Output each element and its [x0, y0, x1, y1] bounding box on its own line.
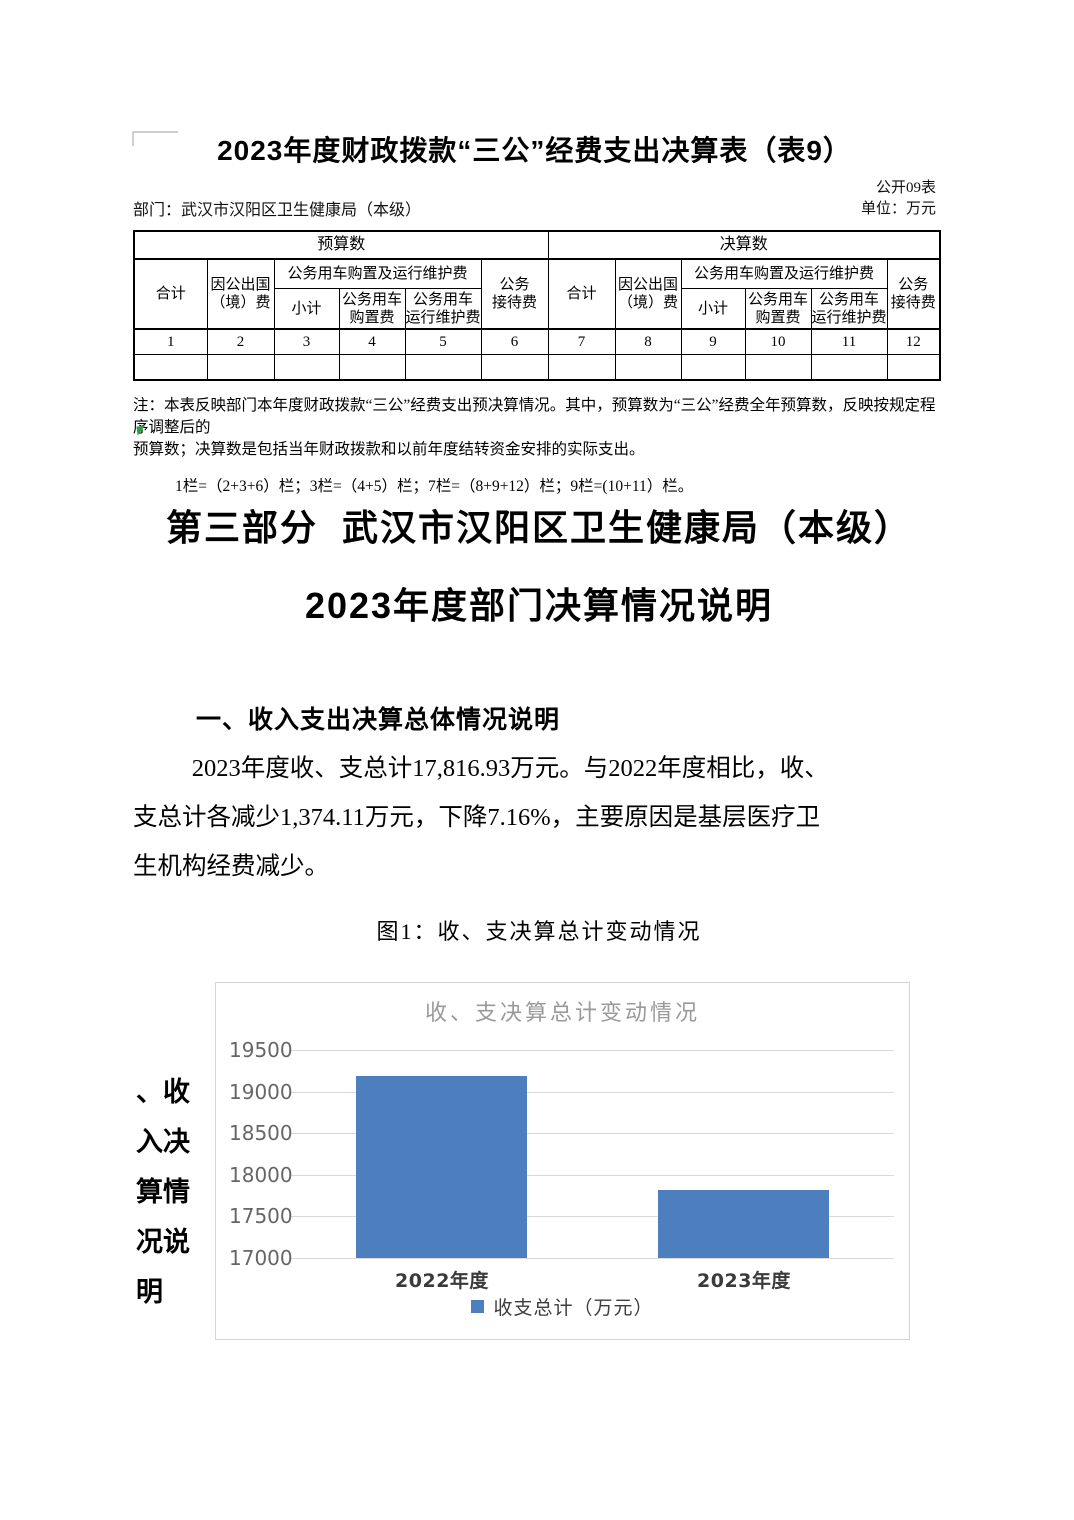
header-cell: 公务用车 运行维护费: [810, 288, 888, 330]
side-heading-line: 况说: [136, 1226, 190, 1257]
image-corner-line-v: [132, 131, 134, 146]
chart-bar: [356, 1076, 527, 1258]
column-number-cell: 11: [810, 328, 888, 355]
table-meta-right: 公开09表 单位：万元: [861, 178, 936, 220]
side-heading-line: 、收: [136, 1076, 190, 1107]
group-header-budget: 预算数: [133, 230, 549, 260]
column-number-cell: 4: [338, 328, 406, 355]
header-cell: 公务用车 购置费: [338, 288, 406, 330]
table-note: 注：本表反映部门本年度财政拨款“三公”经费支出预决算情况。其中，预算数为“三公”…: [133, 397, 936, 458]
x-axis-category-label: 2023年度: [697, 1270, 791, 1292]
legend-swatch-icon: [471, 1300, 485, 1313]
part-heading-line2: 2023年度部门决算情况说明: [304, 585, 774, 626]
header-cell: 因公出国 （境）费: [614, 258, 682, 330]
header-cell: 公务 接待费: [886, 258, 941, 330]
table-row: 预算数 决算数: [133, 230, 941, 260]
part-heading-line1: 第三部分 武汉市汉阳区卫生健康局（本级）: [165, 507, 912, 548]
figure1-chart: 收、支决算总计变动情况 19500 19000 18500 18000 17500 170…: [215, 982, 910, 1340]
sangong-budget-table: 预算数 决算数 合计 因公出国 （境）费 公务用车购置及运行维护费 公务 接待费…: [133, 230, 942, 381]
gridline: [291, 1216, 894, 1217]
empty-data-cell: [404, 354, 482, 381]
chart-title: 收、支决算总计变动情况: [424, 1000, 700, 1025]
empty-data-cell: [273, 354, 340, 381]
group-header-final: 决算数: [547, 230, 941, 260]
empty-data-cell: [680, 354, 746, 381]
legend-label: 收支总计（万元）: [493, 1298, 654, 1319]
table-code: 公开09表: [875, 180, 936, 196]
empty-data-cell: [810, 354, 888, 381]
column-number-cell: 3: [273, 328, 340, 355]
column-number-cell: 12: [886, 328, 941, 355]
y-axis-tick-label: 18500: [229, 1121, 293, 1145]
header-cell: 公务用车购置及运行维护费: [273, 258, 482, 289]
table-title: 2023年度财政拨款“三公”经费支出决算表（表9）: [217, 135, 852, 166]
green-marker-icon: [136, 425, 147, 436]
chart-legend: 收支总计（万元）: [216, 1293, 909, 1320]
column-number-cell: 1: [133, 328, 208, 355]
table-row: 1 2 3 4 5 6 7 8 9 10 11 12: [133, 328, 941, 355]
table-row: 小计 公务用车 购置费 公务用车 运行维护费 小计 公务用车 购置费 公务用车 …: [134, 288, 940, 330]
column-number-cell: 2: [206, 328, 275, 355]
header-cell: 合计: [133, 258, 208, 330]
y-axis-tick-label: 17000: [229, 1246, 293, 1270]
x-axis-category-label: 2022年度: [395, 1270, 489, 1292]
figure1-caption: 图1：收、支决算总计变动情况: [376, 919, 702, 944]
side-heading-line: 算情: [136, 1176, 190, 1207]
gridline: [291, 1050, 894, 1051]
table-row: 合计 因公出国 （境）费 公务用车购置及运行维护费 公务 接待费 合计 因公出国…: [133, 258, 941, 330]
empty-data-cell: [886, 354, 941, 381]
table-meta-row: 部门：武汉市汉阳区卫生健康局（本级） 公开09表 单位：万元: [133, 178, 936, 220]
department-label: 部门：武汉市汉阳区卫生健康局（本级）: [133, 202, 422, 219]
gridline: [291, 1133, 894, 1134]
y-axis-tick-label: 19000: [229, 1080, 293, 1104]
y-axis-tick-label: 17500: [229, 1204, 293, 1228]
image-corner-line-h: [132, 131, 178, 133]
summary-paragraph: 2023年度收、支总计17,816.93万元。与2022年度相比，收、 支总计各…: [133, 755, 829, 880]
column-number-cell: 5: [404, 328, 482, 355]
column-number-cell: 6: [480, 328, 549, 355]
table-row: [133, 354, 941, 381]
empty-data-cell: [614, 354, 682, 381]
header-cell: 公务 接待费: [480, 258, 549, 330]
gridline: [291, 1258, 894, 1259]
side-heading-line: 入决: [136, 1126, 190, 1157]
header-cell: 因公出国 （境）费: [206, 258, 275, 330]
y-axis-tick-label: 19500: [229, 1038, 293, 1062]
header-cell: 公务用车 购置费: [744, 288, 812, 330]
sangong-table-image: 2023年度财政拨款“三公”经费支出决算表（表9） 部门：武汉市汉阳区卫生健康局…: [133, 134, 942, 496]
empty-data-cell: [547, 354, 616, 381]
gridline: [291, 1092, 894, 1093]
table-formula-note: 1栏=（2+3+6）栏；3栏=（4+5）栏；7栏=（8+9+12）栏；9栏=(1…: [175, 478, 694, 495]
column-number-cell: 8: [614, 328, 682, 355]
side-heading-line: 明: [136, 1276, 163, 1307]
empty-data-cell: [744, 354, 812, 381]
column-number-cell: 7: [547, 328, 616, 355]
column-number-cell: 10: [744, 328, 812, 355]
y-axis-tick-label: 18000: [229, 1163, 293, 1187]
gridline: [291, 1175, 894, 1176]
empty-data-cell: [480, 354, 549, 381]
empty-data-cell: [133, 354, 208, 381]
unit-label: 单位：万元: [860, 201, 936, 217]
header-cell: 公务用车购置及运行维护费: [680, 258, 888, 289]
empty-data-cell: [338, 354, 406, 381]
column-number-cell: 9: [680, 328, 746, 355]
header-cell: 小计: [680, 288, 746, 330]
chart-bar: [658, 1190, 829, 1258]
header-cell: 公务用车 运行维护费: [404, 288, 482, 330]
header-cell: 合计: [547, 258, 616, 330]
header-cell: 小计: [273, 288, 340, 330]
section-heading: 一、收入支出决算总体情况说明: [196, 706, 561, 734]
empty-data-cell: [206, 354, 275, 381]
wrapped-side-heading: 、收 入决 算情 况说 明: [136, 1064, 202, 1314]
